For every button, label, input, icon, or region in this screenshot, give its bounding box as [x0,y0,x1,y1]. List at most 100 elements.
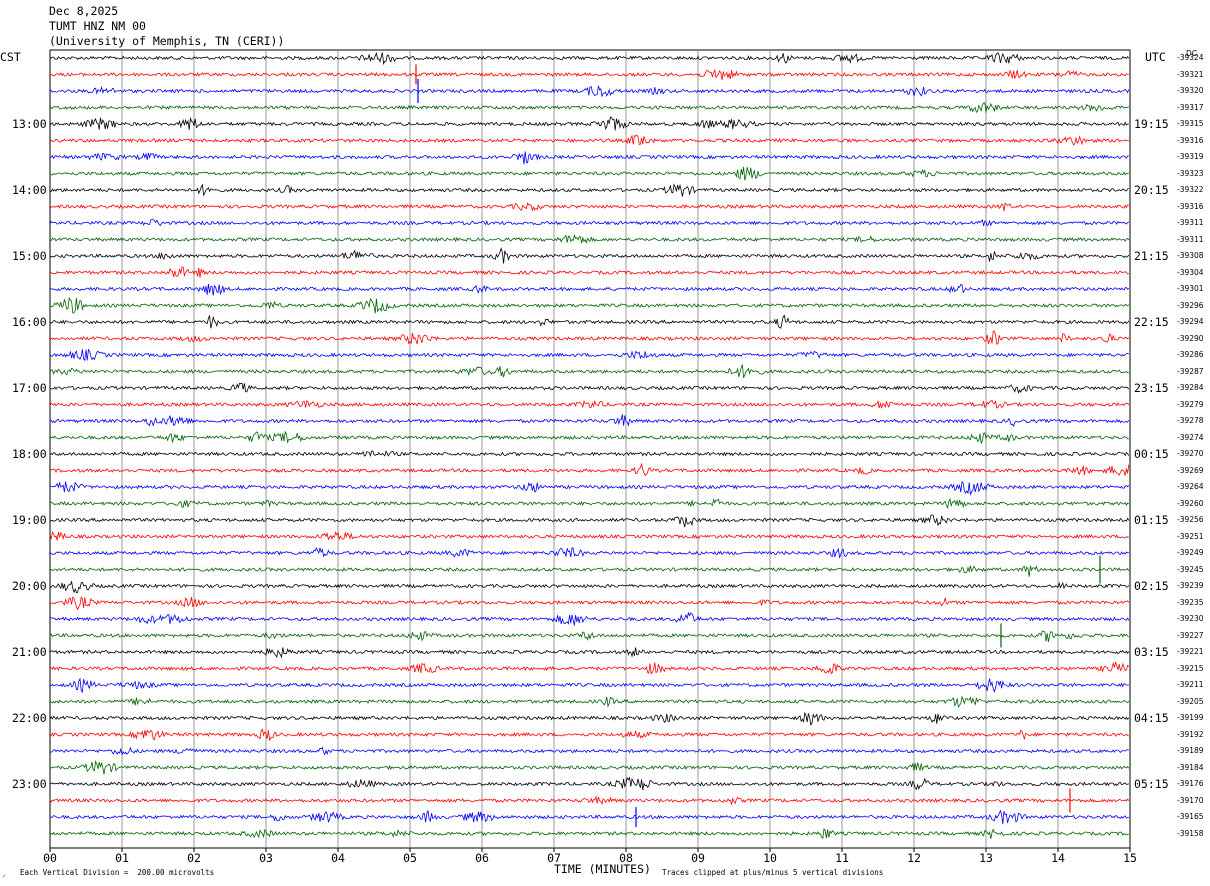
x-tick-label: 02 [187,851,201,865]
dc-offset-label: -39316 [1177,135,1204,145]
trace-row [49,364,1129,378]
dc-offset-label: -39315 [1177,119,1204,128]
utc-hour-label: 22:15 [1134,315,1169,329]
trace-row [49,647,1130,659]
utc-hour-label: 05:15 [1134,777,1169,791]
trace-row [49,183,1129,197]
plot-date: Dec 8,2025 [49,4,119,18]
trace-row [49,481,1130,496]
trace-row [50,776,1129,791]
dc-offset-label: -39260 [1177,498,1204,508]
x-axis-ticks [49,848,1131,852]
trace-row [49,414,1130,427]
trace-row [49,546,1129,558]
x-tick-label: 15 [1123,851,1137,865]
dc-offset-label: -39270 [1177,449,1204,458]
trace-row [49,430,1129,445]
trace-row [49,296,1130,314]
x-tick-label: 13 [979,851,993,865]
x-tick-label: 09 [691,851,705,865]
trace-row [50,580,1130,594]
x-tick-label: 07 [547,851,561,865]
cst-hour-label: 18:00 [12,447,47,461]
trace-row [49,266,1129,278]
station-code: TUMT HNZ NM 00 [49,19,146,33]
dc-offset-label: -39323 [1177,168,1204,178]
x-tick-label: 11 [835,851,849,865]
trace-row [49,695,1130,708]
corner-mark: ⸝ [2,870,6,879]
dc-offset-label: -39199 [1177,713,1204,722]
left-axis-title: CST [0,50,21,64]
dc-offset-label: -39221 [1177,647,1204,656]
dc-offset-label: -39158 [1177,828,1204,838]
dc-offset-label: -39316 [1177,201,1204,211]
dc-offset-label: -39227 [1177,630,1204,640]
utc-hour-label: 21:15 [1134,249,1169,263]
dc-offset-label: -39301 [1177,284,1204,293]
trace-row [49,68,1129,81]
seismic-traces [49,52,1130,840]
trace-row [49,630,1130,642]
trace-row [49,233,1130,244]
trace-row [49,514,1130,528]
trace-row [50,760,1130,775]
dc-offset-label: -39290 [1177,333,1204,343]
trace-row [49,611,1130,626]
dc-offset-label: -39189 [1177,746,1204,755]
trace-row [49,728,1129,742]
trace-row [49,827,1129,840]
cst-hour-label: 14:00 [12,183,47,197]
dc-offset-label: -39294 [1177,317,1204,326]
dc-offset-label: -39322 [1177,185,1204,194]
trace-row [49,247,1130,264]
cst-hour-label: 17:00 [12,381,47,395]
x-tick-label: 12 [907,851,921,865]
trace-row [49,450,1130,458]
utc-hour-label: 23:15 [1134,381,1169,395]
dc-offset-label: -39256 [1177,515,1204,524]
trace-row [49,314,1130,329]
dc-offset-label: -39192 [1177,729,1204,739]
x-tick-label: 03 [259,851,273,865]
clipping-note: Traces clipped at plus/minus 5 vertical … [662,868,884,877]
dc-offset-label: -39165 [1177,812,1204,821]
x-tick-label: 01 [115,851,129,865]
dc-offset-label: -39274 [1177,432,1204,442]
cst-hour-label: 22:00 [12,711,47,725]
trace-row [49,809,1129,825]
dc-offset-label: -39235 [1177,597,1204,607]
vertical-division-note: Each Vertical Division = 200.00 microvol… [20,868,215,877]
plot-frame [49,49,1131,849]
trace-row [50,661,1130,675]
x-axis-label: TIME (MINUTES) [554,862,651,876]
dc-offset-label: -39251 [1177,531,1204,541]
dc-offset-label: -39249 [1177,548,1204,557]
trace-row [49,596,1130,611]
dc-offset-label: -39311 [1177,234,1204,244]
trace-row [49,677,1129,694]
trace-row [49,711,1130,727]
trace-row [49,218,1129,227]
x-tick-label: 04 [331,851,345,865]
dc-offset-label: -39296 [1177,300,1204,310]
trace-row [49,102,1130,114]
x-tick-label: 14 [1051,851,1065,865]
trace-row [49,283,1130,296]
trace-row [49,399,1130,409]
trace-row [49,531,1129,541]
dc-offset-label: -39279 [1177,399,1204,409]
utc-hour-label: 19:15 [1134,117,1169,131]
dc-offset-label: -39286 [1177,350,1204,359]
utc-hour-label: 04:15 [1134,711,1169,725]
cst-hour-label: 20:00 [12,579,47,593]
utc-hour-label: 03:15 [1134,645,1169,659]
cst-hour-label: 23:00 [12,777,47,791]
utc-hour-label: 20:15 [1134,183,1169,197]
trace-row [49,116,1129,131]
dc-offset-label: -39321 [1177,69,1204,79]
dc-offset-label: -39205 [1177,696,1204,706]
trace-row [49,134,1130,146]
dc-offset-label: -39304 [1177,267,1204,277]
